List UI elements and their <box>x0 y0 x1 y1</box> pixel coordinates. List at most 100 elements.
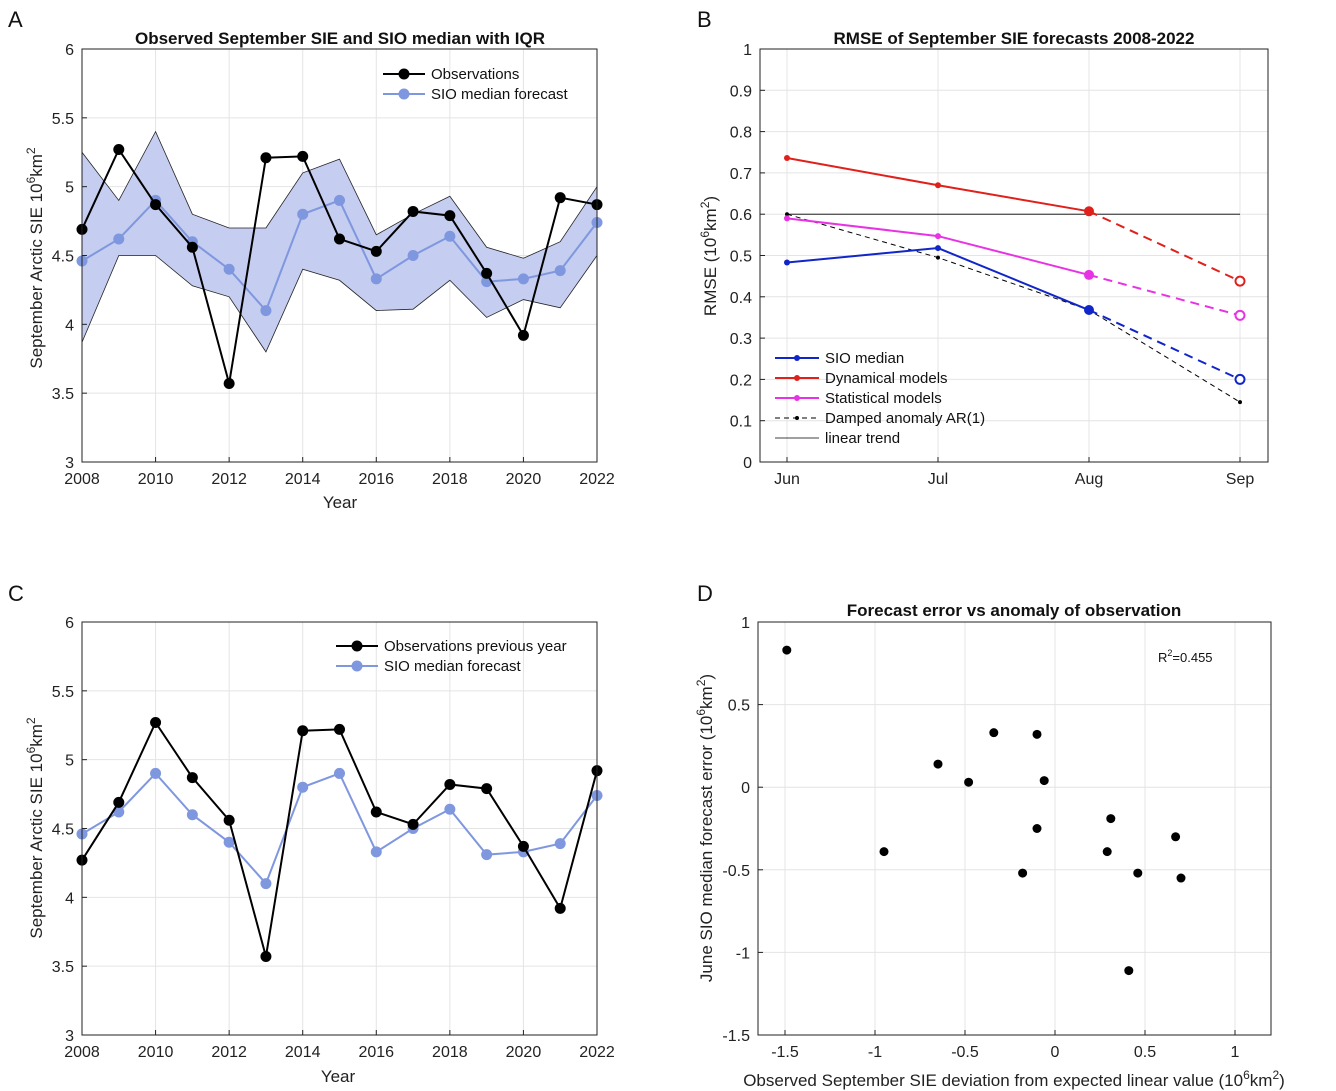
x-tick-label: 2016 <box>358 471 394 488</box>
legend-c-observations-previous-year: Observations previous year <box>384 638 567 655</box>
sio-median-point <box>481 849 493 861</box>
x-tick-label: Jul <box>928 471 948 488</box>
observation-point <box>297 150 309 162</box>
chart-d-y-axis-label: June SIO median forecast error (106km2) <box>694 674 716 982</box>
chart-b-title: RMSE of September SIE forecasts 2008-202… <box>834 29 1195 48</box>
observation-point <box>444 778 456 790</box>
scatter-point <box>1176 873 1186 883</box>
y-tick-label: 6 <box>65 615 74 632</box>
sio-median-point <box>784 259 790 266</box>
scatter-point <box>782 645 792 655</box>
x-tick-label: 2012 <box>211 1044 247 1061</box>
x-tick-label: 2014 <box>285 1044 321 1061</box>
y-tick-label: -1.5 <box>722 1028 750 1045</box>
y-tick-label: 0.5 <box>728 698 750 715</box>
x-tick-label: 0.5 <box>1134 1044 1156 1061</box>
observation-point <box>334 723 345 735</box>
statistical-models-sep-dashed-line <box>1088 273 1241 317</box>
chart-d-x-axis-label: Observed September SIE deviation from ex… <box>743 1068 1285 1090</box>
chart-panel-d: Forecast error vs anomaly of observation… <box>694 601 1285 1090</box>
x-tick-label: 2008 <box>64 471 100 488</box>
y-tick-label: -0.5 <box>722 863 750 880</box>
sio-median-point <box>370 846 382 858</box>
x-tick-label: Jun <box>774 471 800 488</box>
chart-a-legend: Observations SIO median forecast <box>383 66 569 103</box>
sio-median-point <box>223 263 235 275</box>
scatter-point <box>1106 814 1116 824</box>
observation-point <box>186 772 198 784</box>
y-tick-label: 0.4 <box>730 290 752 307</box>
chart-b-legend: SIO median Dynamical models Statistical … <box>775 350 985 447</box>
sio-median-point <box>334 767 345 779</box>
observation-point <box>517 840 529 852</box>
sio-median-point <box>554 838 566 850</box>
statistical-models-point <box>784 215 790 222</box>
scatter-point <box>879 847 889 857</box>
damped-anomaly-point <box>1238 400 1242 405</box>
observation-point <box>407 818 419 830</box>
chart-panel-c: Year September Arctic SIE 106km2 2008 201… <box>24 615 615 1086</box>
statistical-models-sep-point <box>1234 309 1246 321</box>
x-tick-label: Sep <box>1226 471 1255 488</box>
y-tick-label: 0.5 <box>730 249 752 266</box>
sio-median-sep-point <box>1234 373 1246 385</box>
scatter-point <box>989 728 999 738</box>
x-tick-label: -1 <box>868 1044 882 1061</box>
damped-anomaly-line <box>786 213 1241 403</box>
y-tick-label: 3 <box>65 1028 74 1045</box>
sio-median-point <box>113 806 125 818</box>
y-tick-label: 5.5 <box>52 684 74 701</box>
chart-panel-b: RMSE of September SIE forecasts 2008-202… <box>698 29 1269 488</box>
y-tick-label: 4 <box>65 890 74 907</box>
x-tick-label: 2010 <box>138 1044 174 1061</box>
scatter-point <box>964 777 974 787</box>
sio-median-point <box>517 273 529 285</box>
observation-point <box>407 205 419 217</box>
x-tick-label: 2012 <box>211 471 247 488</box>
x-tick-label: 2008 <box>64 1044 100 1061</box>
observation-point <box>260 152 272 164</box>
x-tick-label: 2018 <box>432 1044 468 1061</box>
sio-median-point <box>186 809 198 821</box>
panel-letter-c: C <box>8 581 24 606</box>
observation-point <box>444 210 456 222</box>
x-tick-label: 2010 <box>138 471 174 488</box>
y-tick-label: 6 <box>65 42 74 59</box>
chart-d-title: Forecast error vs anomaly of observation <box>847 601 1181 620</box>
dynamical-models-sep-dashed-line <box>1088 210 1241 283</box>
sio-median-point <box>297 208 309 220</box>
observation-point <box>334 233 345 245</box>
observation-point <box>297 725 309 737</box>
sio-median-point <box>444 803 456 815</box>
damped-anomaly-point <box>936 255 940 260</box>
chart-panel-a: Observed September SIE and SIO median wi… <box>24 29 615 512</box>
sio-median-point <box>223 836 235 848</box>
x-tick-label: 2022 <box>579 1044 615 1061</box>
sio-median-point <box>370 273 382 285</box>
y-tick-label: 0 <box>743 455 752 472</box>
y-tick-label: 5 <box>65 753 74 770</box>
observation-point <box>150 199 162 211</box>
sio-median-sep-dashed-line <box>1088 309 1241 381</box>
y-tick-label: 3.5 <box>52 959 74 976</box>
y-tick-label: 3.5 <box>52 386 74 403</box>
scatter-point <box>1124 966 1134 976</box>
y-tick-label: 0 <box>741 780 750 797</box>
sio-median-point <box>150 767 162 779</box>
y-tick-label: 0.3 <box>730 331 752 348</box>
sio-median-point <box>444 230 456 242</box>
sio-median-point <box>260 878 272 890</box>
y-tick-label: 0.8 <box>730 125 752 142</box>
scatter-point <box>1032 824 1042 833</box>
chart-d-r-squared: R2=0.455 <box>1158 648 1213 665</box>
chart-d-axes-box <box>757 621 1272 1036</box>
observation-point <box>223 814 235 826</box>
observation-point <box>223 378 235 390</box>
y-tick-label: 0.6 <box>730 207 752 224</box>
sio-median-point <box>935 245 941 252</box>
y-tick-label: 4.5 <box>52 249 74 266</box>
y-tick-label: 0.2 <box>730 372 752 389</box>
dynamical-models-sep-point <box>1234 275 1246 287</box>
observation-point <box>481 783 493 795</box>
